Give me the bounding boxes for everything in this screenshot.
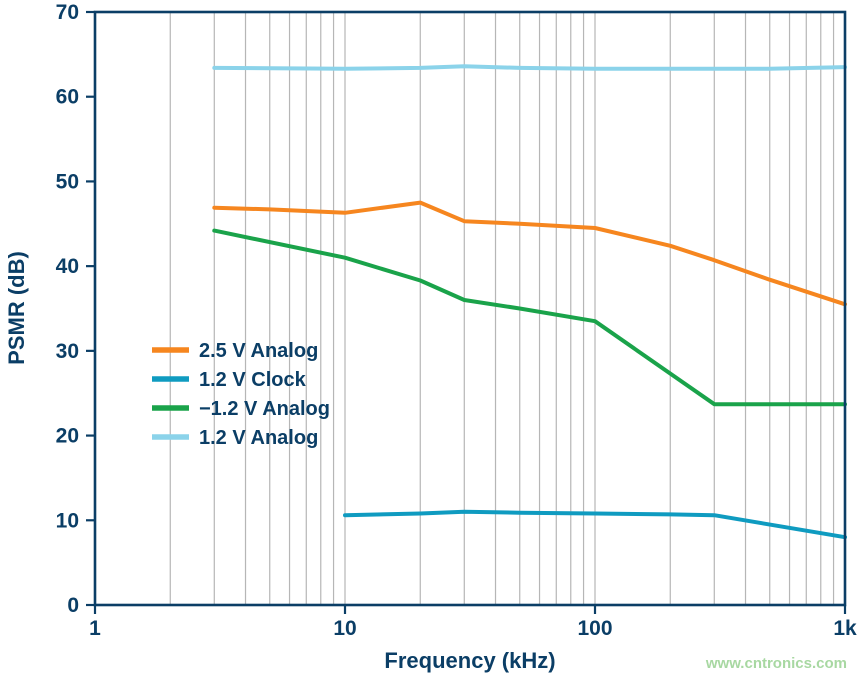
series-line-1.2-v-clock [343,509,847,540]
series-line--1.2-v-analog [212,228,847,407]
plot-border [93,10,847,607]
x-tick-label: 10 [333,617,356,640]
legend-item: 1.2 V Analog [152,427,318,449]
y-tick-label: 0 [67,594,79,617]
y-tick-label: 40 [56,255,79,278]
legend-label: 1.2 V Clock [199,369,307,391]
series-line-1.2-v-analog [212,64,847,71]
series-lines-group [212,64,847,540]
gridlines-group [169,12,835,605]
y-axis-title: PSMR (dB) [4,251,29,365]
legend-item: 1.2 V Clock [152,369,307,391]
legend-label: −1.2 V Analog [199,398,330,420]
x-tick-label: 1k [833,617,857,640]
series-line-2.5-v-analog [212,200,847,307]
axes-group: 1 10 100 1k 0 10 20 30 40 50 60 70 [56,1,857,640]
y-tick-label: 50 [56,170,79,193]
watermark: www.cntronics.com [705,655,847,672]
y-tick-label: 30 [56,340,79,363]
legend-group: 2.5 V Analog 1.2 V Clock −1.2 V Analog 1.2 … [152,340,330,449]
legend-label: 2.5 V Analog [199,340,318,362]
legend-label: 1.2 V Analog [199,427,318,449]
y-tick-label: 20 [56,425,79,448]
y-tick-label: 10 [56,509,79,532]
x-axis-title: Frequency (kHz) [384,648,555,673]
y-tick-label: 60 [56,86,79,109]
x-tick-label: 1 [89,617,101,640]
legend-item: −1.2 V Analog [152,398,330,420]
y-tick-label: 70 [56,1,79,24]
x-tick-label: 100 [577,617,612,640]
legend-item: 2.5 V Analog [152,340,318,362]
